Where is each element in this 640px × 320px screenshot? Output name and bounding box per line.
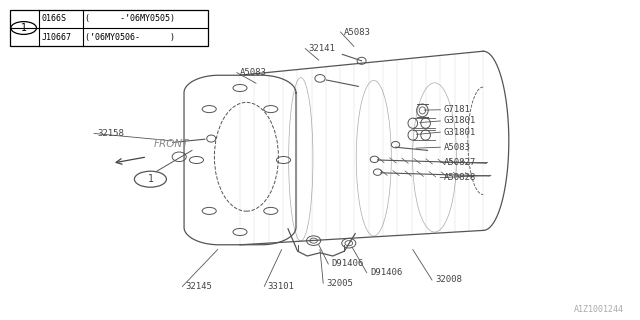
Text: D91406: D91406 <box>370 268 402 277</box>
Text: FRONT: FRONT <box>154 139 189 149</box>
FancyBboxPatch shape <box>10 10 208 46</box>
Text: 1: 1 <box>147 174 154 184</box>
Text: A1Z1001244: A1Z1001244 <box>574 305 624 314</box>
Text: A5083: A5083 <box>444 143 470 152</box>
Text: G7181: G7181 <box>444 105 470 114</box>
Text: A5083: A5083 <box>240 68 267 77</box>
Text: 33101: 33101 <box>268 282 294 291</box>
Text: J10667: J10667 <box>42 33 72 42</box>
Text: 32141: 32141 <box>308 44 335 53</box>
Text: D91406: D91406 <box>332 260 364 268</box>
Text: 32158: 32158 <box>97 129 124 138</box>
Text: A50828: A50828 <box>444 173 476 182</box>
Text: 32005: 32005 <box>326 279 353 288</box>
Text: 0166S: 0166S <box>42 14 67 23</box>
Text: 1: 1 <box>20 23 27 33</box>
Text: 32145: 32145 <box>186 282 212 291</box>
Text: (’06MY0506-      ): (’06MY0506- ) <box>85 33 175 42</box>
Text: G31801: G31801 <box>444 128 476 137</box>
Text: G31801: G31801 <box>444 116 476 125</box>
Text: A50827: A50827 <box>444 158 476 167</box>
Text: (      -’06MY0505): ( -’06MY0505) <box>85 14 175 23</box>
Text: A5083: A5083 <box>344 28 371 36</box>
Text: 32008: 32008 <box>435 276 462 284</box>
